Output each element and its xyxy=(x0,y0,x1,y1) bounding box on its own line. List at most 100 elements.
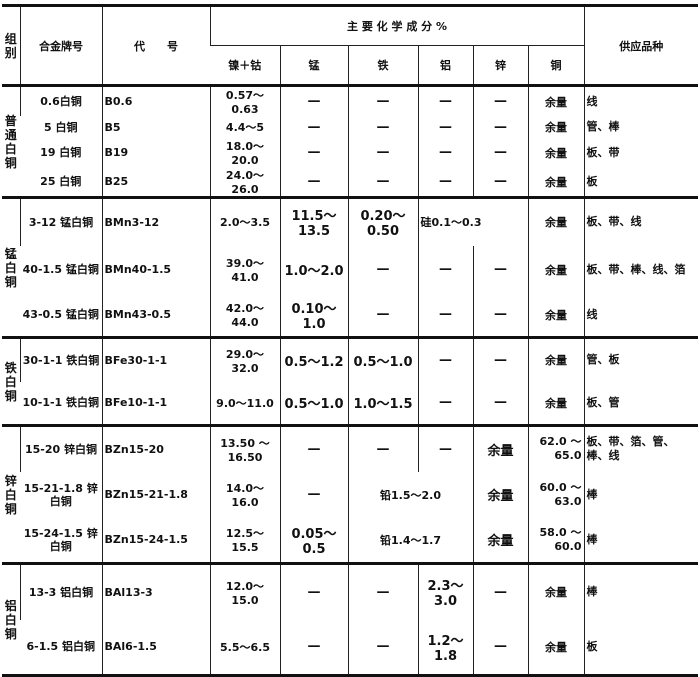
cu: 余量 xyxy=(527,197,584,246)
cu: 余量 xyxy=(527,167,584,198)
alloy-code: BZn15-20 xyxy=(101,425,210,472)
table-row: 普通白铜 0.6白铜 B0.6 0.57～0.63— — — — 余量线 xyxy=(2,85,698,170)
ni-co: 42.0～44.0 xyxy=(209,293,280,338)
alloy-code: B0.6 xyxy=(101,85,210,116)
supply-forms: 板、带、箔、管、棒、线 xyxy=(583,425,698,472)
fe: — xyxy=(347,138,418,167)
supply-forms: 管、棒 xyxy=(583,116,698,138)
alloy-code: BMn43-0.5 xyxy=(101,293,210,338)
mn: — xyxy=(279,116,348,138)
alloy-code: B5 xyxy=(101,116,210,138)
mn: 11.5～13.5 xyxy=(279,197,348,246)
supply-forms: 线 xyxy=(583,293,698,338)
zn: — xyxy=(472,293,528,338)
supply-forms: 板、带 xyxy=(583,138,698,167)
supply-forms: 板 xyxy=(583,619,698,676)
cu: 余量 xyxy=(527,337,584,382)
supply-forms: 棒 xyxy=(583,517,698,564)
group-4: 铝白铜 13-3 铝白铜 BAl13-3 12.0～15.0— —2.3～3.0— 余量棒… xyxy=(2,563,698,676)
cu: 余量 xyxy=(527,293,584,338)
ni-co: 0.57～0.63 xyxy=(209,85,280,116)
group-name: 普通白铜 xyxy=(4,113,17,170)
ni-co: 12.5～15.5 xyxy=(209,517,280,564)
ni-co: 12.0～15.0 xyxy=(209,563,280,620)
table-row: 10-1-1 铁白铜 BFe10-1-1 9.0～11.0 0.5～1.0 1.0～1.… xyxy=(2,381,698,426)
ni-co: 13.50 ～16.50 xyxy=(209,425,280,472)
fe: — xyxy=(347,116,418,138)
table-row: 43-0.5 锰白铜 BMn43-0.5 42.0～44.0 0.10～1.0— — — 余… xyxy=(2,293,698,338)
group-3: 锌白铜 15-20 锌白铜 BZn15-20 13.50 ～16.50— — — 余量 62.… xyxy=(2,425,698,564)
alloy-code: B19 xyxy=(101,138,210,167)
alloy-grade: 25 白铜 xyxy=(40,175,82,188)
supply-forms: 板、管 xyxy=(583,381,698,426)
header-composition: 主 要 化 学 成 分 % xyxy=(209,5,584,46)
zn: 余量 xyxy=(472,425,528,472)
supply-forms: 板、带、棒、线、箔 xyxy=(583,245,698,294)
header-group: 组别 xyxy=(4,31,17,60)
table-row: 锌白铜 15-20 锌白铜 BZn15-20 13.50 ～16.50— — — 余量 62.… xyxy=(2,425,698,516)
ni-co: 39.0～41.0 xyxy=(209,245,280,294)
supply-forms: 板、带、线 xyxy=(583,197,698,246)
fe-al-note: 铅1.4～1.7 xyxy=(347,517,473,564)
ni-co: 14.0～16.0 xyxy=(209,471,280,518)
mn: — xyxy=(279,425,348,472)
mn: 0.5～1.2 xyxy=(279,337,348,382)
alloy-code: B25 xyxy=(101,167,210,198)
cu: 余量 xyxy=(527,138,584,167)
zn: — xyxy=(472,619,528,676)
alloy-grade: 10-1-1 铁白铜 xyxy=(22,396,100,410)
cupronickel-composition-table: 组别 合金牌号 代 号 主 要 化 学 成 分 % 供应品种 镍＋钴 锰 铁 铝… xyxy=(2,4,698,677)
al: 2.3～3.0 xyxy=(417,563,473,620)
al: — xyxy=(417,85,473,116)
mn: 0.05～0.5 xyxy=(279,517,348,564)
fe: — xyxy=(347,425,418,472)
table-row: 铁白铜 30-1-1 铁白铜 BFe30-1-1 29.0～32.0 0.5～1.2 0.… xyxy=(2,337,698,403)
supply-forms: 管、板 xyxy=(583,337,698,382)
zn: 余量 xyxy=(472,517,528,564)
alloy-code: BAl6-1.5 xyxy=(101,619,210,676)
group-0: 普通白铜 0.6白铜 B0.6 0.57～0.63— — — — 余量线 5 白铜 B5 4.4～5… xyxy=(2,85,698,198)
ni-co: 9.0～11.0 xyxy=(209,381,280,426)
alloy-grade: 6-1.5 铝白铜 xyxy=(26,640,96,654)
ni-co: 5.5～6.5 xyxy=(209,619,280,676)
fe: — xyxy=(347,245,418,294)
al-zn-note: 硅0.1～0.3 xyxy=(417,197,528,246)
fe: 1.0～1.5 xyxy=(347,381,418,426)
fe: — xyxy=(347,619,418,676)
cu: 58.0 ～60.0 xyxy=(527,517,584,564)
header-supply: 供应品种 xyxy=(583,5,698,86)
al: — xyxy=(417,337,473,382)
header-zn: 锌 xyxy=(472,45,528,86)
table-row: 15-24-1.5 锌白铜 BZn15-24-1.5 12.5～15.5 0.05～0… xyxy=(2,517,698,564)
table-row: 6-1.5 铝白铜 BAl6-1.5 5.5～6.5— —1.2～1.8— 余量板 xyxy=(2,619,698,676)
header-mn: 锰 xyxy=(279,45,348,86)
alloy-code: BZn15-21-1.8 xyxy=(101,471,210,518)
group-2: 铁白铜 30-1-1 铁白铜 BFe30-1-1 29.0～32.0 0.5～1.2 0.… xyxy=(2,337,698,426)
group-name: 锰白铜 xyxy=(4,246,17,289)
alloy-code: BZn15-24-1.5 xyxy=(101,517,210,564)
alloy-grade: 0.6白铜 xyxy=(19,85,102,116)
zn: — xyxy=(472,381,528,426)
zn: 余量 xyxy=(472,471,528,518)
alloy-grade: 15-24-1.5 锌白铜 xyxy=(23,526,98,553)
table-row: 铝白铜 13-3 铝白铜 BAl13-3 12.0～15.0— —2.3～3.0— 余量棒 xyxy=(2,563,698,641)
alloy-code: BMn3-12 xyxy=(101,197,210,246)
al: — xyxy=(417,116,473,138)
alloy-grade: 43-0.5 锰白铜 xyxy=(22,308,99,322)
table-row: 5 白铜 B5 4.4～5— — — — 余量 管、棒 xyxy=(2,116,698,138)
zn: — xyxy=(472,337,528,382)
mn: 0.10～1.0 xyxy=(279,293,348,338)
fe: — xyxy=(347,85,418,116)
alloy-code: BMn40-1.5 xyxy=(101,245,210,294)
table-row: 15-21-1.8 锌白铜 BZn15-21-1.8 14.0～16.0— 铅1.5～… xyxy=(2,471,698,518)
al: — xyxy=(417,245,473,294)
al: — xyxy=(417,167,473,198)
zn: — xyxy=(472,138,528,167)
ni-co: 24.0～26.0 xyxy=(209,167,280,198)
cu: 60.0 ～63.0 xyxy=(527,471,584,518)
supply-forms: 棒 xyxy=(583,471,698,518)
mn: — xyxy=(279,138,348,167)
al: 1.2～1.8 xyxy=(417,619,473,676)
mn: 1.0～2.0 xyxy=(279,245,348,294)
mn: — xyxy=(279,471,348,518)
